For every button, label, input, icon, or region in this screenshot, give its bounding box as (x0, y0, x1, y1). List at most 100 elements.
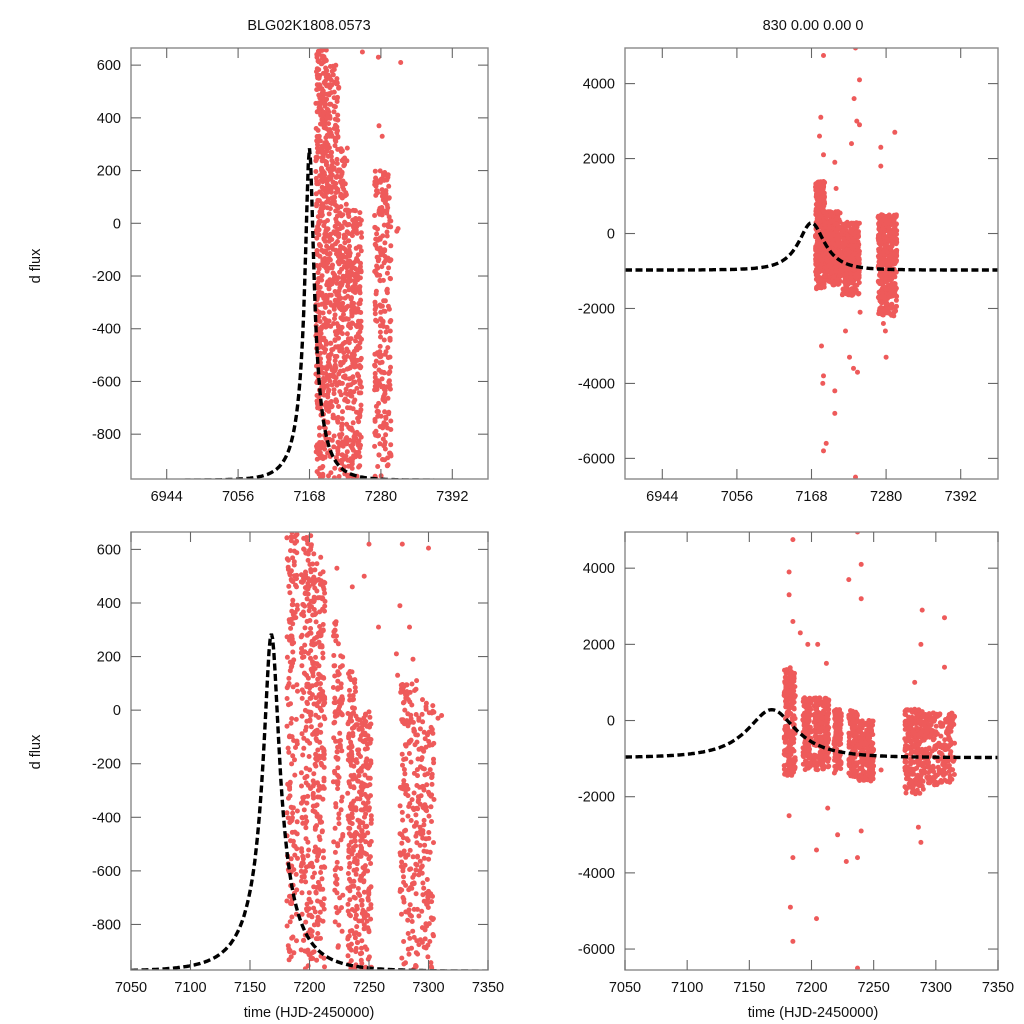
data-point (381, 394, 387, 399)
data-point (418, 864, 424, 870)
data-point (292, 852, 298, 858)
data-point (425, 942, 431, 948)
data-point (333, 185, 339, 191)
data-point (345, 316, 351, 322)
data-point (313, 889, 319, 895)
data-point (348, 714, 353, 720)
data-point (365, 799, 371, 805)
data-point (413, 891, 419, 897)
data-point (375, 464, 381, 469)
data-point (409, 681, 415, 687)
y-tick-label: -200 (92, 269, 121, 285)
data-point (359, 938, 365, 944)
data-point (310, 673, 316, 679)
data-point (359, 788, 365, 794)
data-point (339, 711, 345, 717)
data-point (424, 899, 430, 905)
data-point (347, 897, 353, 903)
data-point-outlier (880, 321, 886, 326)
data-point (802, 767, 808, 773)
data-point (287, 786, 293, 792)
data-point (314, 54, 320, 60)
data-point (843, 266, 849, 272)
data-point (338, 685, 344, 691)
data-point (321, 748, 327, 754)
data-point (424, 877, 430, 882)
data-point (305, 701, 310, 707)
data-point (324, 96, 330, 102)
data-point (358, 402, 364, 408)
data-point (320, 471, 326, 477)
data-point (411, 823, 417, 829)
data-point (315, 270, 321, 276)
data-point (294, 846, 300, 852)
data-point (313, 756, 319, 762)
data-point (358, 957, 364, 963)
data-point (315, 931, 321, 936)
data-point (284, 898, 290, 904)
data-point (840, 286, 846, 292)
data-point (378, 334, 383, 340)
data-point (327, 206, 333, 212)
data-point (407, 847, 413, 853)
data-point (782, 667, 787, 673)
data-point (332, 104, 338, 110)
data-point (399, 911, 404, 917)
data-point (400, 717, 406, 723)
data-point (888, 246, 894, 252)
data-point (409, 702, 415, 708)
data-point (893, 241, 899, 247)
data-point (349, 393, 355, 399)
data-point (830, 241, 836, 247)
data-point (781, 736, 787, 741)
data-point (372, 379, 378, 385)
data-point (326, 400, 332, 406)
data-point (382, 398, 388, 404)
data-point (320, 796, 326, 802)
y-tick-label: -600 (92, 374, 121, 390)
data-point (320, 119, 326, 125)
data-point (330, 685, 336, 690)
data-point (410, 805, 416, 811)
data-point (304, 908, 310, 914)
data-point (349, 233, 355, 239)
data-point (316, 663, 322, 669)
data-point (403, 756, 409, 762)
data-point (289, 532, 295, 535)
data-point (406, 719, 412, 725)
data-point (421, 885, 427, 891)
data-point (357, 717, 363, 723)
data-point (358, 733, 364, 739)
data-point (355, 886, 361, 891)
data-point (377, 349, 383, 355)
data-point (813, 761, 819, 766)
data-point (893, 285, 899, 291)
x-axis-label: time (HJD-2450000) (748, 1005, 879, 1021)
data-point-outlier (376, 624, 381, 630)
data-point (423, 744, 429, 750)
data-point (400, 700, 406, 706)
data-point (315, 854, 321, 859)
data-point (792, 755, 798, 761)
data-point (399, 955, 405, 961)
data-point (291, 559, 297, 565)
data-point (337, 432, 342, 438)
data-point (350, 420, 356, 426)
data-point (307, 740, 313, 746)
data-point (349, 303, 355, 309)
data-point (377, 208, 383, 214)
x-tick-label: 7392 (945, 489, 977, 505)
data-point (294, 550, 300, 556)
data-point (379, 359, 385, 365)
data-point (337, 442, 343, 448)
data-point (320, 257, 326, 263)
data-point (349, 357, 355, 363)
data-point (362, 791, 368, 797)
data-point (335, 419, 341, 425)
data-point (308, 648, 314, 654)
data-point (356, 932, 362, 937)
data-point (321, 262, 327, 268)
data-point (839, 244, 845, 250)
data-point (339, 694, 345, 700)
data-point (876, 263, 881, 269)
